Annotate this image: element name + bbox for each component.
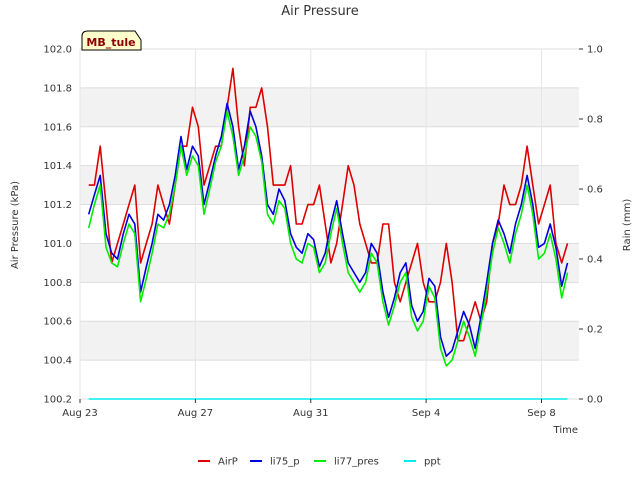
series-line-li77_pres (87, 110, 569, 367)
series-line-li75_p (87, 102, 569, 358)
series-line-AirP (88, 67, 569, 342)
series-lines (87, 67, 569, 400)
background-band (80, 49, 579, 88)
background-band (80, 360, 579, 399)
legend-label-ppt: ppt (424, 457, 441, 468)
background-band (80, 282, 579, 322)
background-band (80, 87, 579, 127)
chart-title: Air Pressure (281, 4, 359, 19)
x-tick-label: Aug 31 (293, 408, 328, 419)
y2-axis-label: Rain (mm) (622, 199, 633, 252)
x-tick-label: Aug 27 (178, 408, 213, 419)
y2-tick-label: 0.4 (587, 255, 603, 266)
axis-ticks: 100.2 100.4 100.6 100.8 101.0 101.2 101.4 101.6… (43, 45, 603, 420)
y-tick-label: 102.0 (43, 45, 72, 56)
y-tick-label: 101.0 (43, 239, 72, 250)
y2-tick-label: 0.0 (587, 395, 603, 406)
background-band (80, 165, 579, 205)
legend: AirP li75_p li77_pres ppt (198, 457, 441, 468)
y2-tick-label: 0.2 (587, 325, 603, 336)
y-axis-label: Air Pressure (kPa) (10, 181, 21, 269)
x-tick-label: Aug 23 (62, 408, 97, 419)
y-tick-label: 100.2 (43, 395, 72, 406)
y2-tick-label: 0.8 (587, 115, 603, 126)
background-band (80, 126, 579, 166)
y-tick-label: 101.4 (43, 161, 72, 172)
y-tick-label: 101.6 (43, 122, 72, 133)
station-label: MB_tule (86, 36, 135, 49)
background-bands (80, 49, 579, 399)
y-tick-label: 101.8 (43, 83, 72, 94)
station-badge: MB_tule (81, 30, 142, 51)
x-axis-label: Time (553, 425, 578, 436)
legend-label-AirP: AirP (218, 457, 238, 468)
legend-label-li75_p: li75_p (270, 457, 300, 468)
legend-label-li77_pres: li77_pres (334, 457, 379, 468)
y-tick-label: 100.4 (43, 356, 72, 367)
y2-tick-label: 1.0 (587, 45, 603, 56)
x-tick-label: Sep 8 (527, 408, 555, 419)
y-tick-label: 100.8 (43, 278, 72, 289)
y-tick-label: 101.2 (43, 200, 72, 211)
x-tick-label: Sep 4 (412, 408, 440, 419)
y-tick-label: 100.6 (43, 317, 72, 328)
background-band (80, 321, 579, 361)
y2-tick-label: 0.6 (587, 185, 603, 196)
